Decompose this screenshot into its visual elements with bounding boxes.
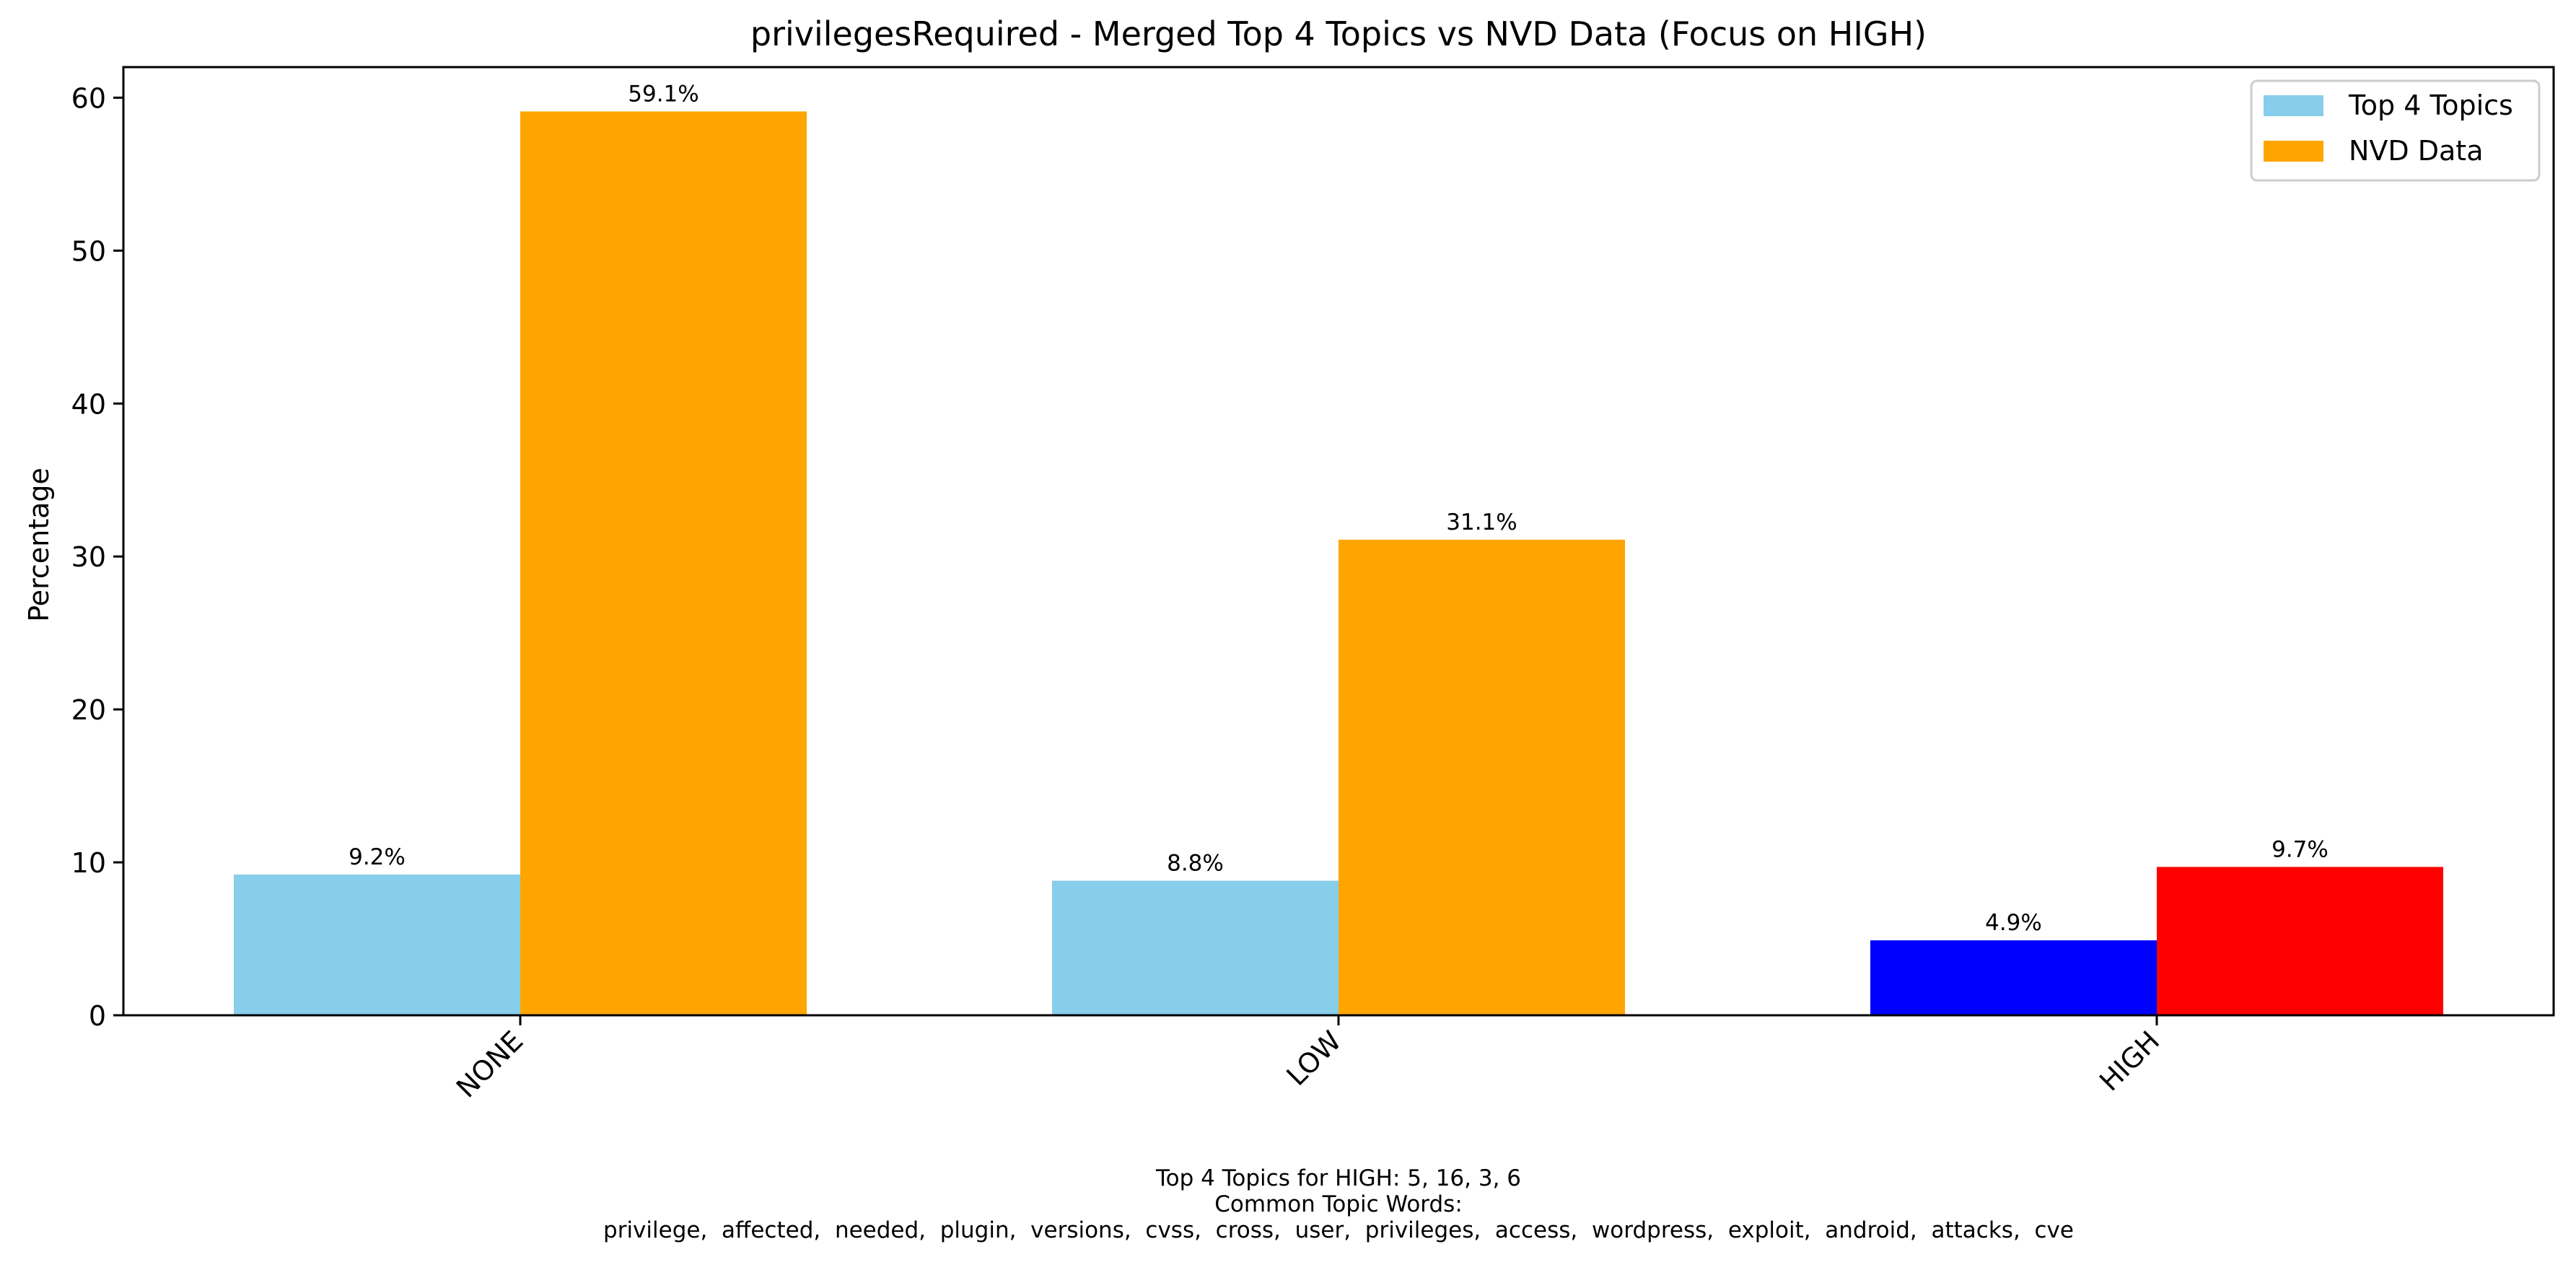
y-axis-label: Percentage	[23, 468, 55, 622]
y-tick-label: 50	[71, 235, 106, 267]
legend-swatch	[2264, 141, 2323, 162]
chart-title: privilegesRequired - Merged Top 4 Topics…	[750, 14, 1927, 53]
legend-label: NVD Data	[2349, 135, 2484, 167]
bar-nvd-data-high	[2157, 867, 2443, 1015]
legend-label: Top 4 Topics	[2348, 89, 2513, 121]
x-tick-label: HIGH	[2093, 1025, 2165, 1097]
data-label: 4.9%	[1985, 910, 2042, 936]
data-label: 9.2%	[349, 844, 406, 870]
bar-top-4-topics-none	[234, 875, 520, 1015]
y-tick-label: 40	[71, 388, 106, 420]
legend: Top 4 Topics NVD Data	[2250, 79, 2541, 182]
data-label: 59.1%	[628, 81, 698, 107]
bars-layer	[234, 111, 2443, 1015]
x-tick-label: LOW	[1281, 1025, 1348, 1092]
x-tick-label: NONE	[450, 1025, 529, 1103]
data-label: 9.7%	[2271, 836, 2329, 862]
footnote-topics: Top 4 Topics for HIGH: 5, 16, 3, 6	[1155, 1165, 1521, 1191]
y-tick-label: 20	[71, 694, 106, 726]
data-labels-layer: 9.2% 8.8% 4.9% 59.1% 31.1% 9.7%	[349, 81, 2329, 936]
data-label: 8.8%	[1167, 850, 1224, 876]
footnote-words: privilege, affected, needed, plugin, ver…	[603, 1217, 2074, 1243]
bar-nvd-data-low	[1339, 539, 1625, 1015]
data-label: 31.1%	[1446, 509, 1517, 535]
bar-top-4-topics-low	[1052, 880, 1339, 1015]
y-tick-label: 10	[71, 847, 106, 879]
footnote-words-heading: Common Topic Words:	[1214, 1191, 1463, 1217]
y-tick-label: 0	[89, 1000, 106, 1032]
bar-nvd-data-none	[520, 111, 807, 1015]
y-tick-label: 60	[71, 82, 106, 114]
legend-swatch	[2264, 95, 2323, 116]
bar-top-4-topics-high	[1870, 940, 2157, 1015]
y-tick-label: 30	[71, 541, 106, 573]
